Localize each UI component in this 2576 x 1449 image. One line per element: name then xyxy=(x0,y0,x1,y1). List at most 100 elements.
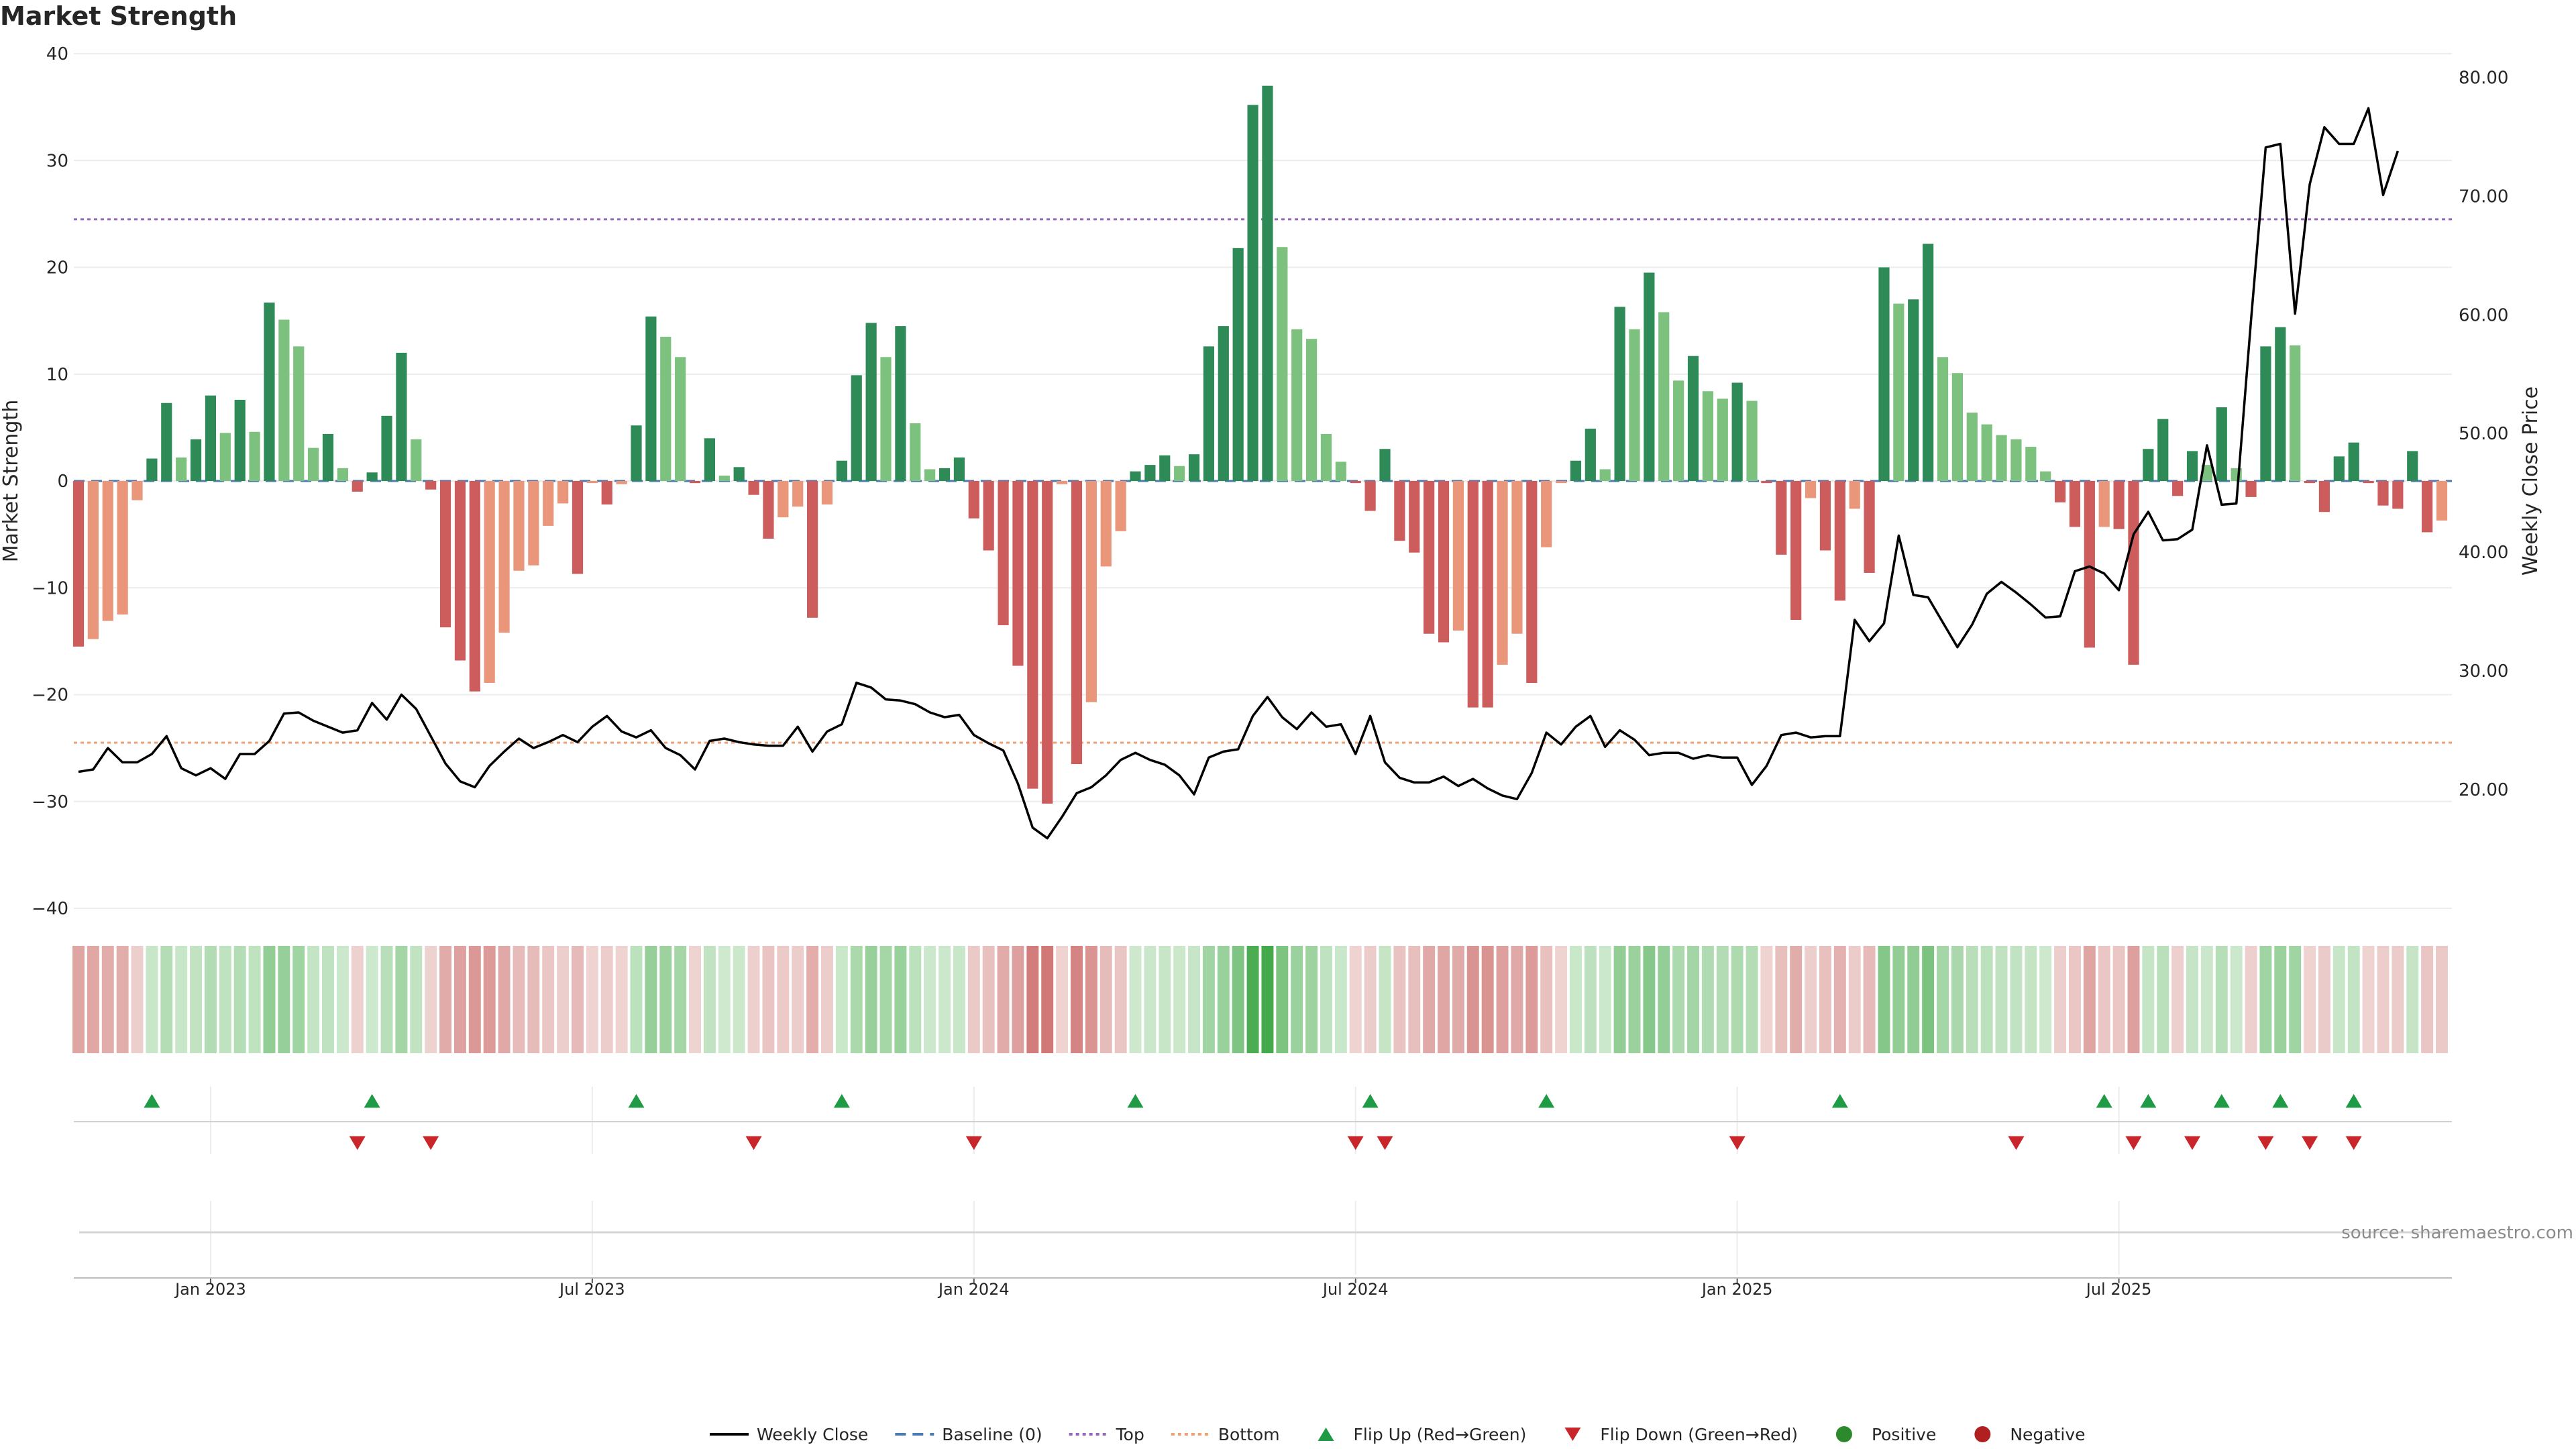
strength-bar xyxy=(2363,481,2374,484)
x-tick-label: Jul 2024 xyxy=(1322,1280,1389,1299)
heat-cell xyxy=(1701,946,1714,1053)
heat-cell xyxy=(1232,946,1244,1053)
heat-cell xyxy=(762,946,775,1053)
strength-bar xyxy=(851,375,862,481)
strength-bars xyxy=(72,85,2448,804)
strength-bar xyxy=(1819,481,1831,551)
strength-bar xyxy=(2422,481,2433,533)
strength-bar xyxy=(2157,419,2169,481)
legend: Weekly Close Baseline (0) Top Bottom Flip Up… xyxy=(710,1425,2086,1444)
strength-bar xyxy=(1305,339,1318,481)
flip-down-marker xyxy=(2345,1136,2362,1150)
strength-bar xyxy=(1203,346,1215,481)
strength-bar xyxy=(234,399,246,481)
strength-bar xyxy=(777,481,789,518)
heat-cell xyxy=(233,946,246,1053)
legend-triangle-up-icon xyxy=(1318,1428,1334,1441)
strength-bar xyxy=(2069,481,2081,527)
heat-cell xyxy=(1511,946,1523,1053)
strength-bar xyxy=(807,481,818,618)
strength-bar xyxy=(87,481,99,639)
strength-bar xyxy=(161,402,172,481)
strength-bar xyxy=(117,481,128,615)
heat-cell xyxy=(1937,946,1949,1053)
strength-bar xyxy=(938,468,951,481)
strength-bar xyxy=(2392,481,2404,509)
heat-cell xyxy=(1012,946,1024,1053)
legend-triangle-down-icon xyxy=(1564,1428,1581,1441)
legend-item: Positive xyxy=(1835,1425,1936,1444)
strength-bar xyxy=(1731,382,1743,481)
strength-bar xyxy=(1027,481,1038,789)
strength-bar xyxy=(631,425,642,481)
strength-bar xyxy=(1174,466,1185,481)
strength-bar xyxy=(2436,481,2448,521)
x-tick-label: Jan 2023 xyxy=(174,1280,246,1299)
heat-cell xyxy=(131,946,144,1053)
heat-cell xyxy=(219,946,231,1053)
lower-panel: source: sharemaestro.com xyxy=(79,1223,2573,1243)
strength-bar xyxy=(1144,465,1156,481)
heat-cell xyxy=(1658,946,1670,1053)
heat-cell xyxy=(160,946,173,1053)
strength-bar xyxy=(190,439,202,481)
heat-cell xyxy=(659,946,672,1053)
legend-label: Top xyxy=(1116,1425,1144,1444)
heat-cell xyxy=(1790,946,1803,1053)
heat-cell xyxy=(2245,946,2257,1053)
legend-item: Flip Up (Red→Green) xyxy=(1318,1425,1526,1444)
strength-bar xyxy=(469,481,480,692)
flip-down-marker xyxy=(2125,1136,2142,1150)
heat-cell xyxy=(2010,946,2023,1053)
strength-bar xyxy=(528,481,539,566)
heat-cell xyxy=(733,946,745,1053)
heat-cell xyxy=(2200,946,2213,1053)
flip-up-marker xyxy=(2140,1093,2157,1108)
strength-bar xyxy=(2201,465,2212,481)
x-tick-label: Jan 2025 xyxy=(1701,1280,1773,1299)
heat-cell xyxy=(2142,946,2155,1053)
heat-cell xyxy=(425,946,437,1053)
heat-cell xyxy=(2157,946,2169,1053)
flip-down-marker xyxy=(349,1136,366,1150)
heat-strip xyxy=(72,946,2448,1053)
heat-cell xyxy=(2436,946,2448,1053)
heat-cell xyxy=(1951,946,1964,1053)
strength-bar xyxy=(1115,481,1126,531)
heat-cell xyxy=(1746,946,1758,1053)
strength-bar xyxy=(2333,456,2345,481)
strength-bar xyxy=(1834,481,1845,601)
strength-bar xyxy=(748,481,759,495)
strength-bar xyxy=(176,457,187,481)
strength-bar xyxy=(1614,307,1625,481)
heat-cell xyxy=(410,946,423,1053)
heat-cell xyxy=(1907,946,1920,1053)
heat-cell xyxy=(1202,946,1215,1053)
heat-cell xyxy=(1438,946,1450,1053)
heat-cell xyxy=(1555,946,1568,1053)
heat-cell xyxy=(865,946,877,1053)
strength-bar xyxy=(484,481,495,683)
flip-down-marker xyxy=(423,1136,439,1150)
legend-item: Bottom xyxy=(1171,1425,1280,1444)
heat-cell xyxy=(175,946,188,1053)
heat-cell xyxy=(1819,946,1831,1053)
strength-bar xyxy=(2128,481,2139,665)
strength-bar xyxy=(924,469,936,481)
heat-cell xyxy=(1628,946,1641,1053)
strength-bar xyxy=(733,467,745,481)
x-tick-label: Jul 2023 xyxy=(558,1280,625,1299)
strength-bar xyxy=(1100,481,1112,567)
heat-cell xyxy=(1026,946,1039,1053)
strength-bar xyxy=(2084,481,2095,648)
legend-label: Negative xyxy=(2010,1425,2085,1444)
heat-cell xyxy=(850,946,863,1053)
legend-circle-icon xyxy=(1835,1426,1852,1442)
strength-bar xyxy=(1497,481,1508,665)
heat-cell xyxy=(483,946,496,1053)
heat-cell xyxy=(1071,946,1083,1053)
strength-bar xyxy=(2245,481,2257,497)
heat-cell xyxy=(1159,946,1171,1053)
heat-cell xyxy=(2318,946,2330,1053)
strength-bar xyxy=(2260,346,2271,481)
